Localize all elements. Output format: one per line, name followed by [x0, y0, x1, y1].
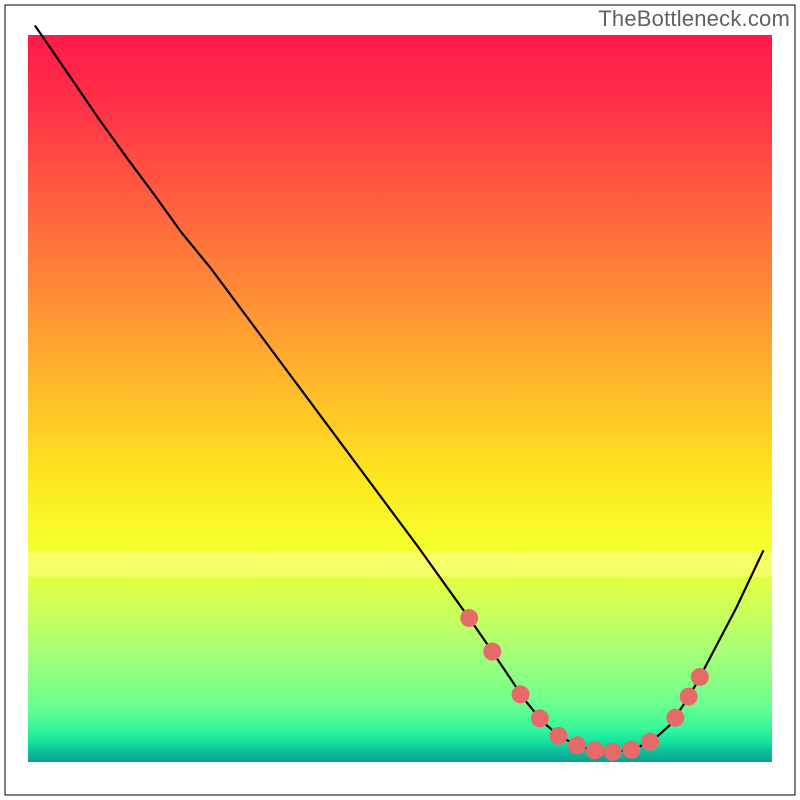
heat-rect	[28, 35, 772, 762]
curve-marker	[680, 688, 698, 706]
curve-marker	[586, 741, 604, 759]
curve-marker	[622, 741, 640, 759]
curve-marker	[568, 736, 586, 754]
curve-marker	[512, 685, 530, 703]
curve-marker	[641, 733, 659, 751]
highlight-band	[28, 551, 772, 576]
chart-stage: TheBottleneck.com	[0, 0, 800, 800]
curve-marker	[549, 727, 567, 745]
curve-marker	[483, 643, 501, 661]
curve-marker	[604, 743, 622, 761]
curve-marker	[460, 609, 478, 627]
curve-marker	[666, 709, 684, 727]
curve-marker	[531, 709, 549, 727]
curve-marker	[691, 668, 709, 686]
chart-svg	[0, 0, 800, 800]
